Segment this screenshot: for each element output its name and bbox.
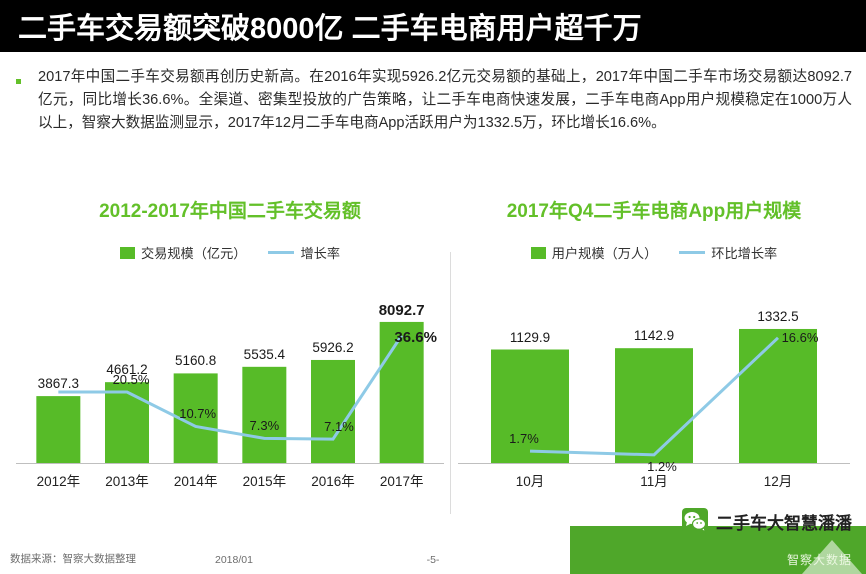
- x-axis-label: 2012年: [36, 474, 81, 489]
- watermark-subtitle: 智察大数据: [786, 553, 852, 567]
- body-paragraph-block: 2017年中国二手车交易额再创历史新高。在2016年实现5926.2亿元交易额的…: [14, 66, 852, 135]
- legend-label-bar-left: 交易规模（亿元）: [140, 246, 247, 261]
- legend-item-line-left: 增长率: [268, 243, 340, 262]
- footer-page-number: -5-: [426, 554, 440, 566]
- trend-line: [58, 334, 403, 441]
- x-axis-label: 12月: [763, 474, 793, 489]
- trend-line: [529, 336, 780, 457]
- legend-label-line-right: 环比增长率: [711, 246, 778, 261]
- watermark-text: 二手车大智慧潘潘: [716, 513, 852, 533]
- line-value-label: 1.2%: [647, 458, 677, 474]
- wechat-icon: [682, 508, 708, 534]
- bar: [311, 359, 355, 464]
- bar: [105, 382, 149, 464]
- x-axis-labels-left: 2012年 2013年 2014年 2015年 2016年 2017年: [10, 470, 450, 490]
- chart-svg: [491, 328, 817, 464]
- chart-title-right: 2017年Q4二手车电商App用户规模: [506, 201, 802, 222]
- x-axis-label: 2015年: [242, 474, 287, 489]
- x-axis-line-left: [16, 463, 444, 464]
- bar-value-label: 5160.8: [175, 353, 217, 369]
- chart-panel-left: 2012-2017年中国二手车交易额 交易规模（亿元） 增长率 2012年 201…: [10, 190, 450, 520]
- legend-swatch-bar-icon: [119, 246, 135, 259]
- bar: [36, 396, 81, 464]
- bullet-dot-icon: [16, 79, 21, 84]
- bar-value-label: 1129.9: [509, 329, 551, 345]
- x-axis-line-right: [458, 463, 850, 464]
- line-value-label: 16.6%: [781, 329, 819, 345]
- chart-title-left: 2012-2017年中国二手车交易额: [99, 201, 361, 222]
- x-axis-labels-right: 10月 11月 12月: [452, 470, 856, 490]
- x-axis-label: 2013年: [105, 474, 149, 489]
- x-axis-label: 2016年: [311, 474, 355, 489]
- legend-item-line-right: 环比增长率: [679, 243, 777, 262]
- bar-value-label: 5926.2: [312, 339, 354, 355]
- line-value-label: 36.6%: [394, 329, 437, 347]
- chart-legend-left: 交易规模（亿元） 增长率: [10, 243, 450, 262]
- bar-value-label: 8092.7: [378, 301, 425, 319]
- slide-title-bar: 二手车交易额突破8000亿 二手车电商用户超千万: [0, 0, 866, 52]
- plot-area-left: 2012年 2013年 2014年 2015年 2016年 2017年 3867.3 466…: [10, 272, 450, 490]
- line-value-label: 7.3%: [249, 418, 280, 434]
- x-axis-label: 2017年: [379, 474, 424, 489]
- page-title: 二手车交易额突破8000亿 二手车电商用户超千万: [18, 13, 642, 45]
- legend-label-bar-right: 用户规模（万人）: [551, 246, 658, 261]
- line-value-label: 20.5%: [112, 372, 150, 388]
- footer-source: 数据来源：智察大数据整理: [10, 553, 136, 565]
- bar-value-label: 5535.4: [243, 346, 285, 362]
- bar-value-label: 3867.3: [37, 376, 79, 392]
- bar: [739, 328, 817, 464]
- bar-value-label: 4661.2: [106, 362, 148, 378]
- x-axis-label: 10月: [515, 474, 545, 489]
- bar: [491, 349, 569, 464]
- body-paragraph: 2017年中国二手车交易额再创历史新高。在2016年实现5926.2亿元交易额的…: [38, 69, 852, 131]
- bar: [615, 348, 693, 464]
- plot-area-right: 10月 11月 12月 1129.9 1142.9 1332.5 1.7% 1.2% 16.6…: [452, 272, 856, 490]
- legend-item-bar-right: 用户规模（万人）: [530, 243, 658, 262]
- line-value-label: 1.7%: [509, 431, 539, 447]
- x-axis-label: 2014年: [173, 474, 218, 489]
- chart-legend-right: 用户规模（万人） 环比增长率: [452, 243, 856, 262]
- footer-date: 2018/01: [215, 554, 253, 566]
- legend-swatch-line-icon: [679, 251, 706, 254]
- watermark-badge: 二手车大智慧潘潘 智察大数据: [570, 500, 866, 574]
- line-value-label: 7.1%: [324, 419, 354, 435]
- chart-svg: [36, 321, 424, 464]
- line-value-label: 10.7%: [179, 406, 217, 422]
- chart-panel-right: 2017年Q4二手车电商App用户规模 用户规模（万人） 环比增长率 10月 11…: [452, 190, 856, 520]
- watermark-white-band: [570, 500, 866, 526]
- bar-value-label: 1332.5: [757, 308, 799, 324]
- legend-item-bar-left: 交易规模（亿元）: [119, 243, 247, 262]
- legend-label-line-left: 增长率: [300, 246, 341, 261]
- bar: [242, 366, 287, 464]
- legend-swatch-bar-icon: [530, 246, 546, 259]
- watermark-row: 二手车大智慧潘潘: [682, 508, 852, 534]
- bar: [379, 321, 424, 464]
- watermark-shape: [802, 540, 862, 574]
- bar-value-label: 1142.9: [633, 328, 675, 344]
- legend-swatch-line-icon: [268, 251, 295, 254]
- x-axis-label: 11月: [640, 474, 668, 489]
- panel-divider: [450, 252, 451, 514]
